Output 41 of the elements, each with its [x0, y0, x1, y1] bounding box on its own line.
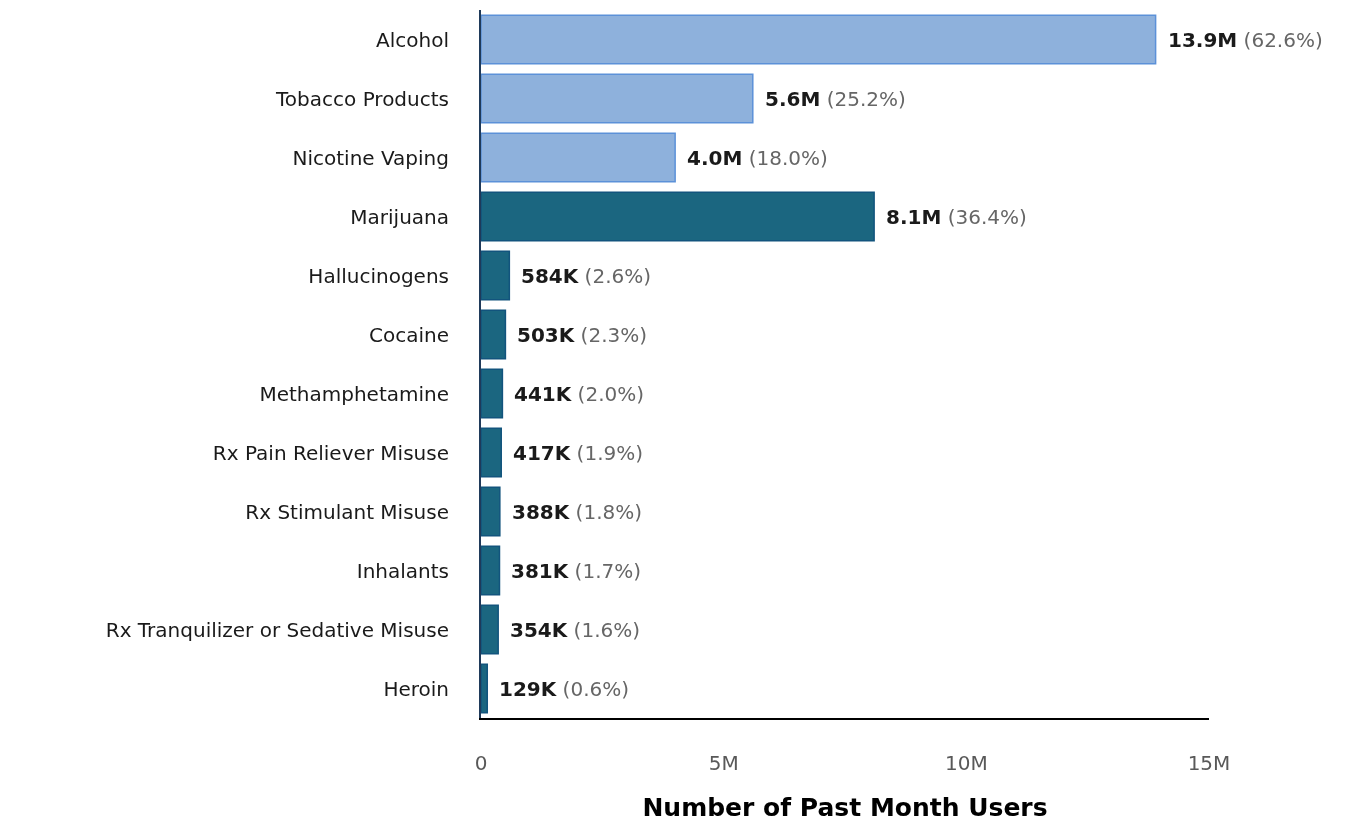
bar — [481, 663, 489, 714]
bar — [481, 604, 499, 655]
y-tick-label: Methamphetamine — [259, 381, 449, 406]
data-label: 5.6M (25.2%) — [765, 87, 906, 111]
data-label: 388K (1.8%) — [512, 500, 643, 524]
y-tick-label: Nicotine Vaping — [292, 145, 449, 170]
data-label: 584K (2.6%) — [521, 264, 652, 288]
x-tick-label: 10M — [944, 751, 988, 775]
y-tick-label: Cocaine — [369, 322, 449, 347]
x-tick-label: 0 — [474, 751, 488, 775]
y-tick-label: Hallucinogens — [308, 263, 449, 288]
data-label: 441K (2.0%) — [514, 382, 645, 406]
data-label: 417K (1.9%) — [513, 441, 644, 465]
bar — [481, 132, 676, 183]
data-label: 129K (0.6%) — [499, 677, 630, 701]
y-tick-label: Inhalants — [356, 558, 449, 583]
bar — [481, 427, 502, 478]
y-tick-label: Heroin — [383, 676, 449, 701]
y-tick-label: Rx Tranquilizer or Sedative Misuse — [105, 617, 449, 642]
data-label: 13.9M (62.6%) — [1168, 28, 1323, 52]
x-tick-label: 5M — [708, 751, 739, 775]
bar — [481, 545, 501, 596]
y-tick-label: Rx Stimulant Misuse — [245, 499, 449, 524]
x-axis-title: Number of Past Month Users — [642, 792, 1048, 822]
data-label: 503K (2.3%) — [517, 323, 648, 347]
bar — [481, 250, 511, 301]
bar — [481, 486, 501, 537]
y-tick-label: Tobacco Products — [275, 86, 449, 111]
data-label: 381K (1.7%) — [511, 559, 642, 583]
bar — [481, 368, 504, 419]
data-label: 4.0M (18.0%) — [687, 146, 828, 170]
y-tick-label: Alcohol — [376, 27, 449, 52]
bar — [481, 73, 754, 124]
bar — [481, 14, 1157, 65]
bar — [481, 191, 875, 242]
y-tick-label: Marijuana — [350, 204, 449, 229]
data-label: 354K (1.6%) — [510, 618, 641, 642]
x-tick-label: 15M — [1187, 751, 1231, 775]
y-tick-label: Rx Pain Reliever Misuse — [212, 440, 449, 465]
data-label: 8.1M (36.4%) — [886, 205, 1027, 229]
bar — [481, 309, 507, 360]
